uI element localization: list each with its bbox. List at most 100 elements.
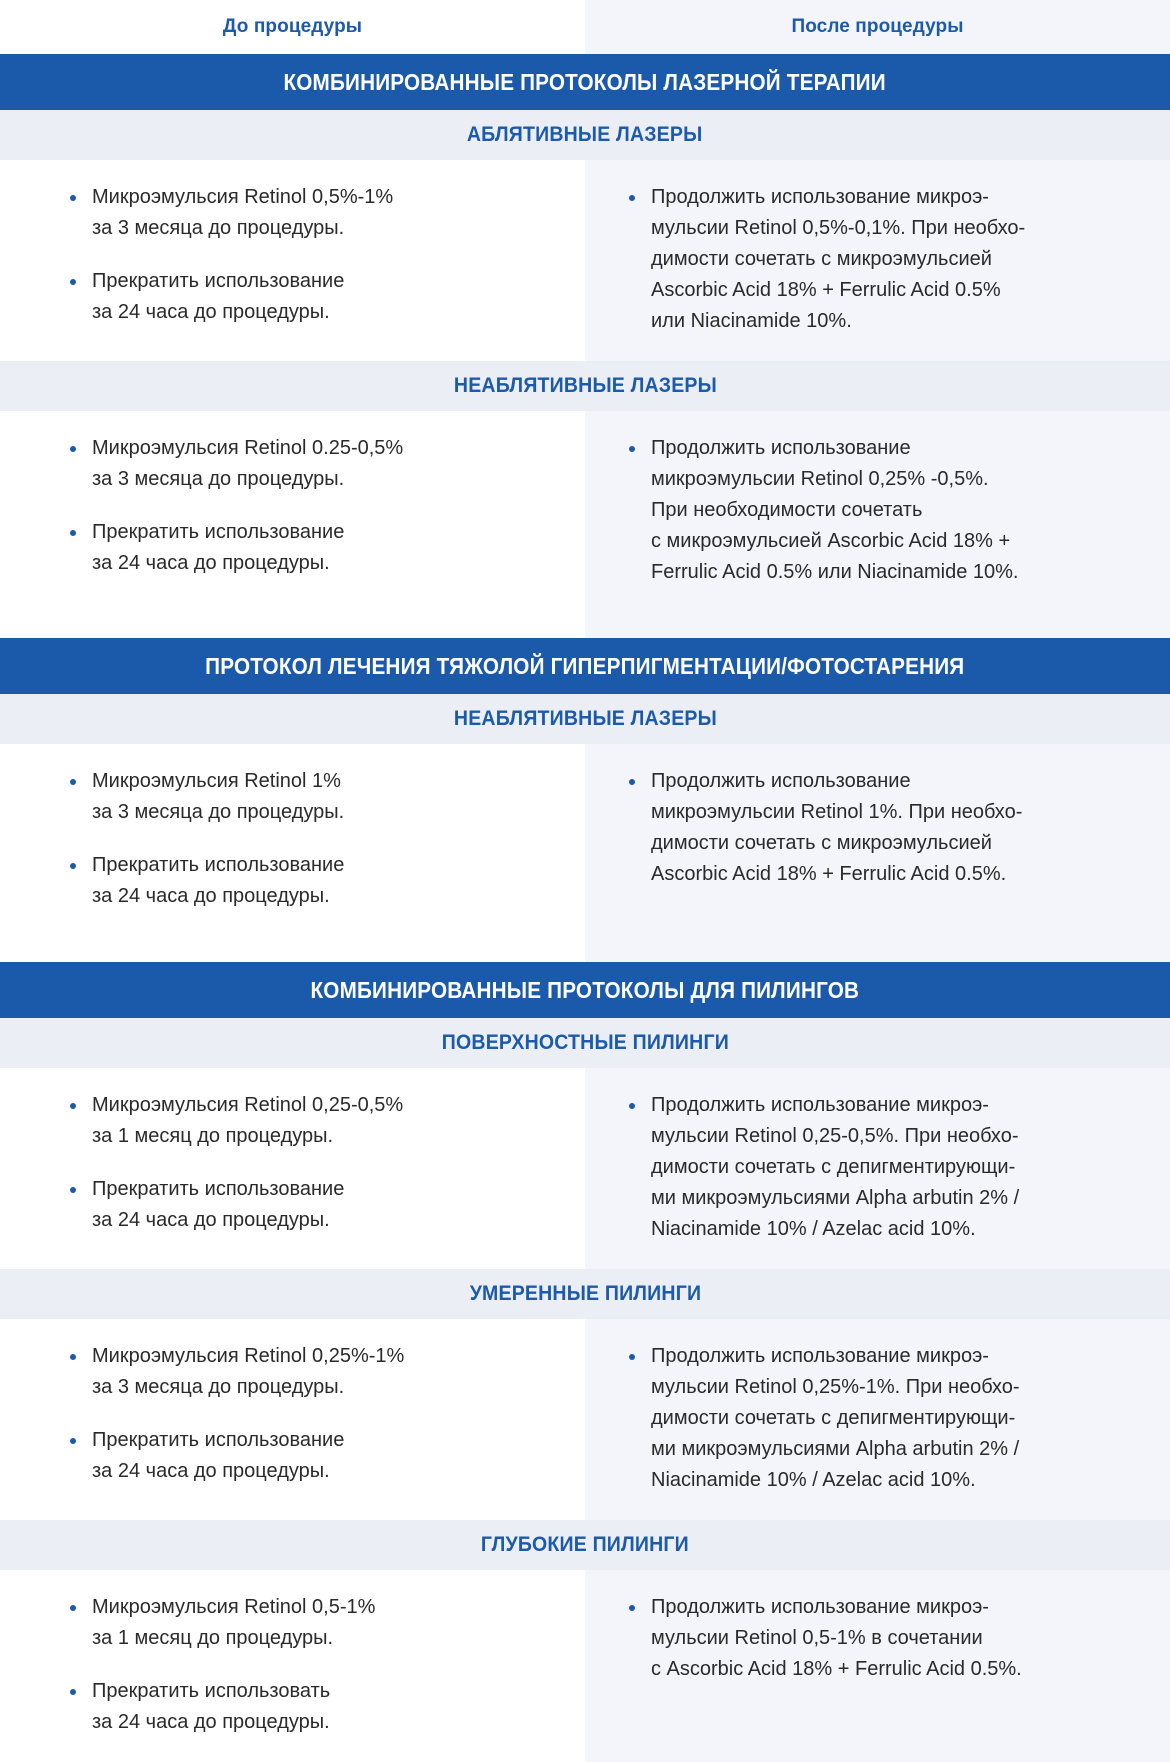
bullet-line: Микроэмульсия Retinol 0.25-0,5% [92,437,404,459]
bullet-line: Ascorbic Acid 18% + Ferrulic Acid 0.5%. [651,863,1007,885]
protocol-row: Микроэмульсия Retinol 0,5-1% за 1 месяц д… [0,1570,1170,1762]
before-procedure-cell: Микроэмульсия Retinol 0.25-0,5% за 3 меся… [0,411,585,603]
bullet-item: Прекратить использование за 24 часа до пр… [68,850,545,912]
before-procedure-cell: Микроэмульсия Retinol 0,25-0,5% за 1 меся… [0,1068,585,1260]
section-gap [0,936,1170,962]
group-subheader: НЕАБЛЯТИВНЫЕ ЛАЗЕРЫ [0,361,1170,411]
bullet-line: ми микроэмульсиями Alpha arbutin 2% / [651,1187,1020,1209]
group-subheader: НЕАБЛЯТИВНЫЕ ЛАЗЕРЫ [0,694,1170,744]
bullet-line: Прекратить использовать [92,1680,331,1702]
bullet-line: за 24 часа до процедуры. [92,301,330,323]
bullet-line: за 3 месяца до процедуры. [92,1376,345,1398]
column-header-after-label: После процедуры [791,16,964,37]
protocol-row: Микроэмульсия Retinol 1% за 3 месяца до п… [0,744,1170,936]
bullet-line: за 1 месяц до процедуры. [92,1627,334,1649]
after-procedure-cell: Продолжить использование микроэмульсии Re… [585,744,1170,914]
bullet-list: Продолжить использование микроэмульсии Re… [627,433,1126,588]
group-subheader-title: НЕАБЛЯТИВНЫЕ ЛАЗЕРЫ [453,707,717,730]
section-banner: КОМБИНИРОВАННЫЕ ПРОТОКОЛЫ ДЛЯ ПИЛИНГОВ [0,962,1170,1018]
bullet-item: Прекратить использование за 24 часа до пр… [68,1425,545,1487]
bullet-line: с микроэмульсией Ascorbic Acid 18% + [651,530,1011,552]
bullet-line: микроэмульсии Retinol 0,25% -0,5%. [651,468,989,490]
bullet-item: Микроэмульсия Retinol 0,25%-1% за 3 месяц… [68,1341,545,1403]
group-subheader: ГЛУБОКИЕ ПИЛИНГИ [0,1520,1170,1570]
after-procedure-cell: Продолжить использование микроэмульсии Re… [585,411,1170,612]
bullet-line: Продолжить использование микроэ- [651,1345,989,1367]
bullet-item: Прекратить использовать за 24 часа до про… [68,1676,545,1738]
column-header-before: До процедуры [0,0,585,54]
group-subheader: ПОВЕРХНОСТНЫЕ ПИЛИНГИ [0,1018,1170,1068]
bullet-list: Микроэмульсия Retinol 1% за 3 месяца до п… [68,766,545,912]
bullet-item: Микроэмульсия Retinol 0,5-1% за 1 месяц д… [68,1592,545,1654]
bullet-line: Niacinamide 10% / Azelac acid 10%. [651,1218,976,1240]
bullet-line: Микроэмульсия Retinol 0,5%-1% [92,186,394,208]
protocol-row: Микроэмульсия Retinol 0,25-0,5% за 1 меся… [0,1068,1170,1269]
protocol-row: Микроэмульсия Retinol 0,25%-1% за 3 месяц… [0,1319,1170,1520]
bullet-list: Микроэмульсия Retinol 0.25-0,5% за 3 меся… [68,433,545,579]
bullet-list: Продолжить использование микроэмульсии Re… [627,766,1126,890]
group-subheader-title: ГЛУБОКИЕ ПИЛИНГИ [480,1533,690,1556]
bullet-list: Продолжить использование микроэ-мульсии … [627,1592,1126,1685]
bullet-item: Продолжить использование микроэ-мульсии … [627,182,1126,337]
bullet-line: за 24 часа до процедуры. [92,1209,330,1231]
bullet-line: Прекратить использование [92,854,345,876]
bullet-line: Продолжить использование микроэ- [651,1596,989,1618]
section-banner: ПРОТОКОЛ ЛЕЧЕНИЯ ТЯЖОЛОЙ ГИПЕРПИГМЕНТАЦИ… [0,638,1170,694]
after-procedure-cell: Продолжить использование микроэ-мульсии … [585,160,1170,361]
bullet-line: димости сочетать с микроэмульсией [651,248,992,270]
bullet-list: Продолжить использование микроэ-мульсии … [627,182,1126,337]
bullet-line: Ferrulic Acid 0.5% или Niacinamide 10%. [651,561,1019,583]
bullet-list: Микроэмульсия Retinol 0,5-1% за 1 месяц д… [68,1592,545,1738]
group-subheader-title: ПОВЕРХНОСТНЫЕ ПИЛИНГИ [441,1031,729,1054]
section-banner-title: КОМБИНИРОВАННЫЕ ПРОТОКОЛЫ ДЛЯ ПИЛИНГОВ [310,976,860,1003]
section-banner-title: КОМБИНИРОВАННЫЕ ПРОТОКОЛЫ ЛАЗЕРНОЙ ТЕРАП… [283,68,887,95]
before-procedure-cell: Микроэмульсия Retinol 0,5-1% за 1 месяц д… [0,1570,585,1762]
after-procedure-cell: Продолжить использование микроэ-мульсии … [585,1570,1170,1709]
right-column-tint [585,0,1170,1762]
group-subheader: УМЕРЕННЫЕ ПИЛИНГИ [0,1269,1170,1319]
bullet-line: димости сочетать с депигментирующи- [651,1407,1016,1429]
protocol-row: Микроэмульсия Retinol 0.25-0,5% за 3 меся… [0,411,1170,612]
group-subheader-title: АБЛЯТИВНЫЕ ЛАЗЕРЫ [467,123,703,146]
bullet-line: Продолжить использование микроэ- [651,1094,989,1116]
bullet-list: Микроэмульсия Retinol 0,25-0,5% за 1 меся… [68,1090,545,1236]
bullet-line: димости сочетать с депигментирующи- [651,1156,1016,1178]
after-procedure-cell: Продолжить использование микроэ-мульсии … [585,1319,1170,1520]
after-procedure-cell: Продолжить использование микроэ-мульсии … [585,1068,1170,1269]
bullet-line: мульсии Retinol 0,5-1% в сочетании [651,1627,983,1649]
section-banner-title: ПРОТОКОЛ ЛЕЧЕНИЯ ТЯЖОЛОЙ ГИПЕРПИГМЕНТАЦИ… [205,652,965,679]
group-subheader: АБЛЯТИВНЫЕ ЛАЗЕРЫ [0,110,1170,160]
bullet-line: Микроэмульсия Retinol 0,25-0,5% [92,1094,404,1116]
bullet-line: за 3 месяца до процедуры. [92,468,345,490]
bullet-list: Продолжить использование микроэ-мульсии … [627,1090,1126,1245]
bullet-line: ми микроэмульсиями Alpha arbutin 2% / [651,1438,1020,1460]
bullet-line: или Niacinamide 10%. [651,310,852,332]
bullet-line: Продолжить использование микроэ- [651,186,989,208]
bullet-line: Продолжить использование [651,437,911,459]
column-header-before-label: До процедуры [222,16,363,37]
column-header-after: После процедуры [585,0,1170,54]
bullet-line: за 3 месяца до процедуры. [92,217,345,239]
bullet-list: Микроэмульсия Retinol 0,5%-1% за 3 месяца… [68,182,545,328]
bullet-line: за 3 месяца до процедуры. [92,801,345,823]
bullet-item: Продолжить использование микроэ-мульсии … [627,1341,1126,1496]
bullet-line: Прекратить использование [92,521,345,543]
bullet-line: Микроэмульсия Retinol 1% [92,770,341,792]
column-headers: До процедуры После процедуры [0,0,1170,54]
bullet-line: Прекратить использование [92,270,345,292]
bullet-line: за 24 часа до процедуры. [92,1460,330,1482]
protocol-row: Микроэмульсия Retinol 0,5%-1% за 3 месяца… [0,160,1170,361]
bullet-item: Продолжить использование микроэ-мульсии … [627,1592,1126,1685]
bullet-line: Прекратить использование [92,1429,345,1451]
before-procedure-cell: Микроэмульсия Retinol 0,5%-1% за 3 месяца… [0,160,585,352]
bullet-item: Продолжить использование микроэмульсии Re… [627,433,1126,588]
section-banner: КОМБИНИРОВАННЫЕ ПРОТОКОЛЫ ЛАЗЕРНОЙ ТЕРАП… [0,54,1170,110]
bullet-item: Микроэмульсия Retinol 0.25-0,5% за 3 меся… [68,433,545,495]
bullet-line: с Ascorbic Acid 18% + Ferrulic Acid 0.5%… [651,1658,1022,1680]
section-gap [0,612,1170,638]
group-subheader-title: НЕАБЛЯТИВНЫЕ ЛАЗЕРЫ [453,374,717,397]
bullet-line: микроэмульсии Retinol 1%. При необхо- [651,801,1023,823]
bullet-line: димости сочетать с микроэмульсией [651,832,992,854]
bullet-item: Продолжить использование микроэ-мульсии … [627,1090,1126,1245]
